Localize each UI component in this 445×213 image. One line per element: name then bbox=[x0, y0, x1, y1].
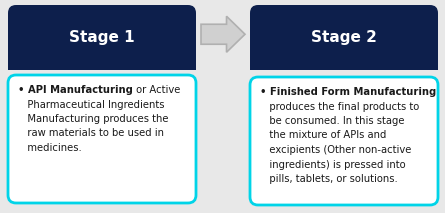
Bar bbox=[8, 44, 196, 70]
Text: or Active: or Active bbox=[133, 85, 180, 95]
FancyBboxPatch shape bbox=[8, 5, 196, 70]
Text: Stage 1: Stage 1 bbox=[69, 30, 135, 45]
FancyBboxPatch shape bbox=[8, 75, 196, 203]
Text: raw materials to be used in: raw materials to be used in bbox=[18, 128, 164, 138]
Text: medicines.: medicines. bbox=[18, 143, 82, 153]
FancyBboxPatch shape bbox=[250, 77, 438, 205]
Text: • Finished Form Manufacturing: • Finished Form Manufacturing bbox=[260, 87, 436, 97]
FancyBboxPatch shape bbox=[250, 5, 438, 70]
Text: pills, tablets, or solutions.: pills, tablets, or solutions. bbox=[260, 174, 398, 184]
Text: excipients (Other non-active: excipients (Other non-active bbox=[260, 145, 411, 155]
Text: be consumed. In this stage: be consumed. In this stage bbox=[260, 116, 405, 126]
Bar bbox=[250, 44, 438, 70]
Text: the mixture of APIs and: the mixture of APIs and bbox=[260, 131, 386, 141]
Text: produces the final products to: produces the final products to bbox=[260, 102, 419, 111]
Text: ingredients) is pressed into: ingredients) is pressed into bbox=[260, 160, 406, 170]
Text: Manufacturing produces the: Manufacturing produces the bbox=[18, 114, 169, 124]
Text: Stage 2: Stage 2 bbox=[311, 30, 377, 45]
Polygon shape bbox=[201, 16, 245, 52]
Text: • API Manufacturing: • API Manufacturing bbox=[18, 85, 133, 95]
Text: Pharmaceutical Ingredients: Pharmaceutical Ingredients bbox=[18, 99, 165, 109]
